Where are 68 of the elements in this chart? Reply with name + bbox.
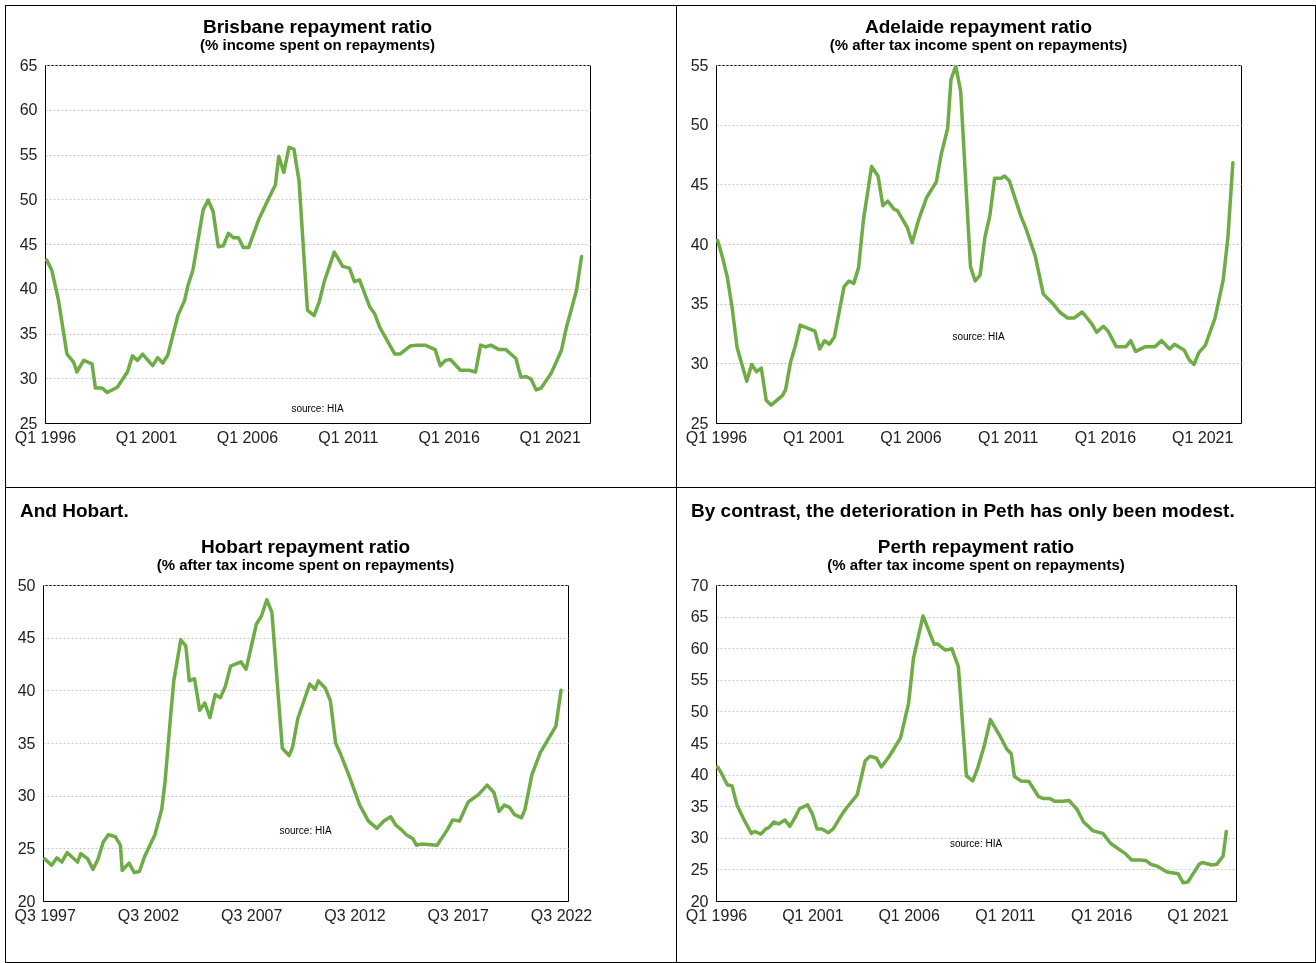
chart-title: Perth repayment ratio <box>877 536 1075 557</box>
line-series <box>716 614 1229 885</box>
y-tick-label: 65 <box>19 56 38 74</box>
chart-subtitle: (% income spent on repayments) <box>199 36 436 53</box>
chart-subtitle: (% after tax income spent on repayments) <box>156 556 455 573</box>
y-tick-label: 60 <box>19 101 38 119</box>
x-tick-label: Q3 2022 <box>530 906 593 924</box>
y-tick-label: 40 <box>17 681 36 699</box>
text: By contrast, the deterioration in Peth has only been modest. <box>690 499 1236 523</box>
x-tick-label: Q3 2017 <box>427 906 490 924</box>
x-tick-label: Q1 2011 <box>318 428 379 446</box>
x-tick-label: Q1 2006 <box>880 428 942 446</box>
chart-title: Brisbane repayment ratio <box>202 16 433 37</box>
annotation: source: HIA <box>949 838 1003 850</box>
y-tick-label: 50 <box>690 702 709 720</box>
chart-title: Hobart repayment ratio <box>200 536 411 557</box>
y-tick-label: 55 <box>19 146 38 163</box>
x-tick-label: Q1 2001 <box>782 906 844 924</box>
y-tick-label: 35 <box>17 734 36 752</box>
y-tick-label: 70 <box>690 576 709 594</box>
y-tick-label: 35 <box>19 325 38 342</box>
y-tick-label: 65 <box>690 608 709 626</box>
x-tick-label: Q1 2021 <box>1167 906 1229 924</box>
y-tick-label: 35 <box>690 295 709 313</box>
y-tick-label: 45 <box>690 734 709 752</box>
y-tick-label: 40 <box>690 766 709 784</box>
annotation: source: HIA <box>291 402 344 414</box>
y-tick-label: 25 <box>17 839 36 857</box>
y-tick-label: 30 <box>17 787 36 805</box>
annotation: source: HIA <box>279 825 332 837</box>
x-tick-label: Q3 2007 <box>221 906 283 924</box>
x-tick-label: Q3 2002 <box>117 906 180 924</box>
x-tick-label: Q1 2016 <box>1074 428 1137 446</box>
line-series <box>43 598 563 875</box>
y-tick-label: 25 <box>690 860 709 878</box>
x-tick-label: Q1 2011 <box>978 428 1039 446</box>
x-tick-label: Q1 2006 <box>216 428 279 446</box>
x-tick-label: Q1 2016 <box>1070 906 1133 924</box>
y-tick-label: 40 <box>19 280 38 298</box>
y-tick-label: 30 <box>19 369 38 387</box>
chart-title: Adelaide repayment ratio <box>864 16 1093 37</box>
chart-subtitle: (% after tax income spent on repayments) <box>829 36 1128 53</box>
x-tick-label: Q1 2021 <box>519 428 581 446</box>
y-tick-label: 60 <box>690 639 709 657</box>
text: And Hobart. <box>19 499 130 523</box>
y-tick-label: 55 <box>690 671 709 689</box>
x-tick-label: Q3 2012 <box>324 906 386 924</box>
x-tick-label: Q1 2011 <box>975 906 1036 924</box>
x-tick-label: Q1 2001 <box>115 428 178 446</box>
x-tick-label: Q1 2021 <box>1171 428 1234 446</box>
y-tick-label: 30 <box>690 354 709 372</box>
y-tick-label: 45 <box>19 235 38 253</box>
y-tick-label: 45 <box>690 175 709 193</box>
x-tick-label: Q1 2016 <box>418 428 480 446</box>
y-tick-label: 55 <box>690 56 709 74</box>
y-tick-label: 50 <box>690 116 709 134</box>
line-series <box>716 65 1235 407</box>
line-series <box>45 145 584 395</box>
annotation: source: HIA <box>952 331 1005 343</box>
chart-subtitle: (% after tax income spent on repayments) <box>827 556 1125 573</box>
x-tick-label: Q1 2006 <box>878 906 940 924</box>
y-tick-label: 40 <box>690 235 709 253</box>
y-tick-label: 50 <box>19 190 38 208</box>
y-tick-label: 30 <box>690 829 709 847</box>
x-tick-label: Q1 2001 <box>783 428 845 446</box>
y-tick-label: 50 <box>17 576 36 594</box>
y-tick-label: 45 <box>17 629 36 647</box>
y-tick-label: 35 <box>690 797 709 815</box>
